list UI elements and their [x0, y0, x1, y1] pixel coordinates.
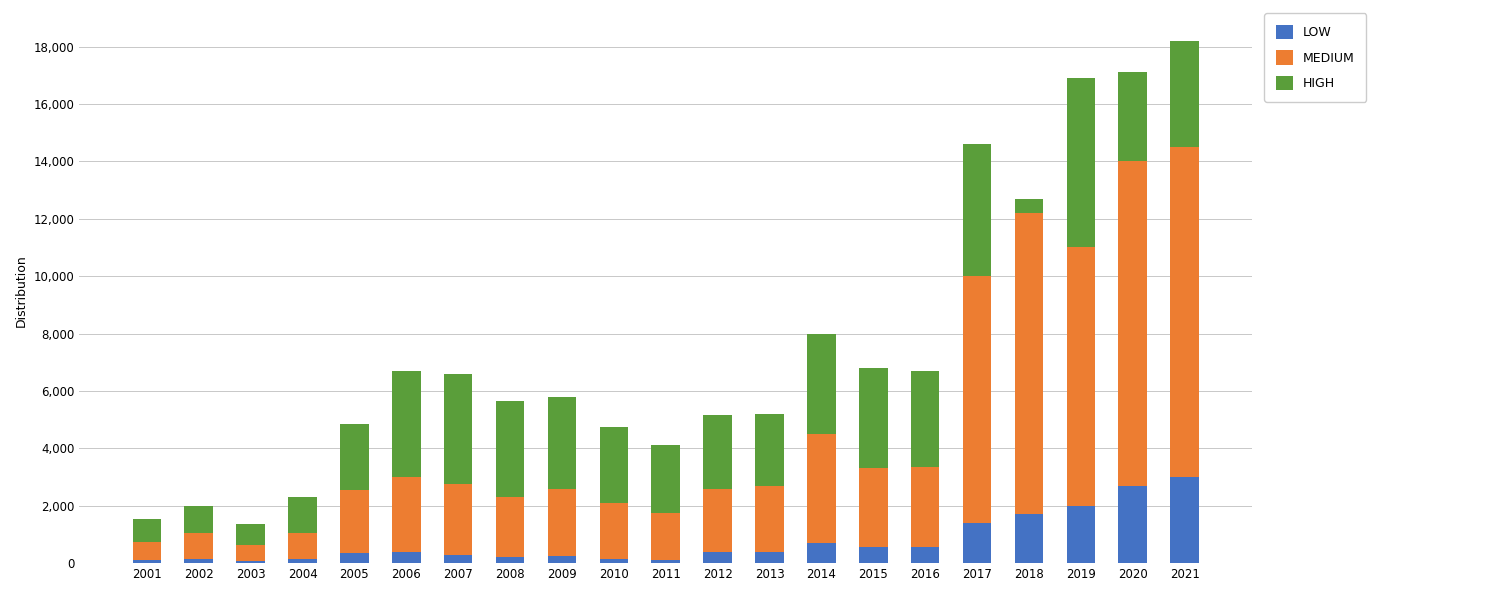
Bar	[755, 414, 784, 486]
Bar	[600, 559, 629, 563]
Bar	[288, 559, 317, 563]
Bar	[651, 513, 679, 560]
Bar	[236, 545, 264, 561]
Bar	[808, 334, 836, 434]
Bar	[1118, 73, 1147, 162]
Bar	[393, 371, 421, 477]
Bar	[288, 533, 317, 559]
Bar	[1015, 198, 1044, 213]
Bar	[911, 547, 939, 563]
Bar	[185, 506, 213, 533]
Bar	[1066, 247, 1096, 506]
Bar	[443, 554, 472, 563]
Bar	[133, 519, 161, 542]
Bar	[911, 371, 939, 467]
Bar	[133, 542, 161, 560]
Bar	[651, 445, 679, 513]
Bar	[858, 547, 888, 563]
Bar	[1015, 514, 1044, 563]
Bar	[858, 468, 888, 547]
Bar	[1171, 147, 1199, 477]
Bar	[340, 553, 369, 563]
Bar	[340, 490, 369, 553]
Bar	[496, 557, 524, 563]
Bar	[496, 497, 524, 557]
Bar	[911, 467, 939, 547]
Bar	[236, 523, 264, 545]
Bar	[755, 486, 784, 552]
Bar	[963, 276, 991, 523]
Bar	[1118, 162, 1147, 486]
Bar	[288, 497, 317, 533]
Bar	[1066, 78, 1096, 247]
Bar	[1118, 486, 1147, 563]
Bar	[703, 415, 732, 489]
Bar	[963, 523, 991, 563]
Bar	[185, 533, 213, 559]
Bar	[236, 561, 264, 563]
Bar	[1015, 213, 1044, 514]
Bar	[340, 424, 369, 490]
Bar	[443, 484, 472, 554]
Bar	[600, 503, 629, 559]
Bar	[133, 560, 161, 563]
Bar	[1171, 477, 1199, 563]
Bar	[185, 559, 213, 563]
Y-axis label: Distribution: Distribution	[15, 254, 28, 327]
Bar	[496, 401, 524, 497]
Bar	[393, 477, 421, 552]
Bar	[600, 427, 629, 503]
Bar	[651, 560, 679, 563]
Bar	[808, 543, 836, 563]
Bar	[548, 556, 576, 563]
Bar	[393, 552, 421, 563]
Bar	[963, 144, 991, 276]
Legend: LOW, MEDIUM, HIGH: LOW, MEDIUM, HIGH	[1265, 13, 1366, 101]
Bar	[548, 489, 576, 556]
Bar	[703, 552, 732, 563]
Bar	[808, 434, 836, 543]
Bar	[858, 368, 888, 468]
Bar	[755, 552, 784, 563]
Bar	[548, 397, 576, 489]
Bar	[443, 374, 472, 484]
Bar	[1171, 41, 1199, 147]
Bar	[703, 489, 732, 552]
Bar	[1066, 506, 1096, 563]
